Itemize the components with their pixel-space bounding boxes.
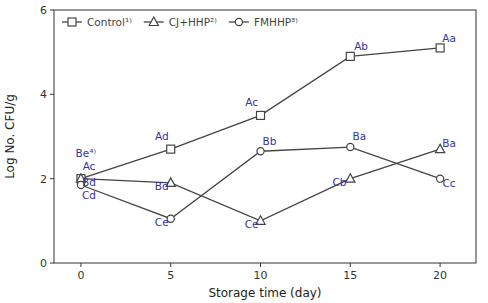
- y-tick: [50, 263, 54, 264]
- data-point: [346, 52, 354, 60]
- x-tick: [80, 263, 81, 267]
- annotation: Cb: [333, 176, 347, 188]
- legend-label: CJ+HHP²⁾: [169, 16, 218, 28]
- annotation: Ac: [245, 96, 258, 108]
- y-tick-label: 0: [40, 257, 47, 270]
- data-point: [346, 174, 355, 183]
- x-tick: [440, 263, 441, 267]
- annotation: Ab: [354, 40, 368, 52]
- x-tick-label: 10: [254, 269, 268, 282]
- x-tick: [260, 263, 261, 267]
- chart: 0 5 10 15 20 0 2 4 6 Storage time (day) Log No. CF…: [0, 0, 488, 303]
- annotation: Ba: [352, 130, 366, 142]
- annotation: Ce: [155, 216, 169, 228]
- data-point: [436, 44, 444, 52]
- y-tick: [50, 178, 54, 179]
- y-axis-label: Log No. CFU/g: [3, 94, 17, 179]
- legend-marker: [149, 17, 158, 26]
- x-tick: [170, 263, 171, 267]
- annotation: Ba: [442, 137, 456, 149]
- annotation: Bb: [263, 135, 277, 147]
- legend-marker: [235, 18, 242, 25]
- legend: Control¹⁾ CJ+HHP²⁾ FMHHP³⁾: [62, 16, 298, 28]
- data-point: [347, 143, 354, 150]
- y-tick: [50, 94, 54, 95]
- annotation: Bd: [82, 176, 96, 188]
- plot-frame: [54, 10, 476, 263]
- data-point: [257, 111, 265, 119]
- plot-area: [76, 44, 444, 224]
- annotation: Cc: [443, 177, 456, 189]
- x-tick-label: 20: [433, 269, 447, 282]
- series-line: [81, 147, 440, 219]
- x-tick-label: 15: [343, 269, 357, 282]
- legend-marker: [68, 18, 76, 26]
- y-tick: [50, 10, 54, 11]
- annotation: Cd: [82, 189, 96, 201]
- annotation: Be⁴⁾: [76, 147, 97, 159]
- x-axis-label: Storage time (day): [208, 286, 321, 300]
- y-tick-label: 4: [40, 88, 47, 101]
- x-tick-label: 5: [167, 269, 174, 282]
- legend-label: Control¹⁾: [87, 16, 132, 28]
- data-point: [167, 145, 175, 153]
- legend-label: FMHHP³⁾: [254, 16, 298, 28]
- annotation: Bd: [155, 180, 169, 192]
- annotation: Ce: [245, 218, 259, 230]
- data-point: [257, 148, 264, 155]
- x-tick: [350, 263, 351, 267]
- annotation: Ac: [83, 160, 96, 172]
- x-tick-label: 0: [77, 269, 84, 282]
- y-tick-label: 2: [40, 173, 47, 186]
- annotation: Aa: [442, 32, 456, 44]
- annotation: Ad: [155, 130, 169, 142]
- y-tick-label: 6: [40, 4, 47, 17]
